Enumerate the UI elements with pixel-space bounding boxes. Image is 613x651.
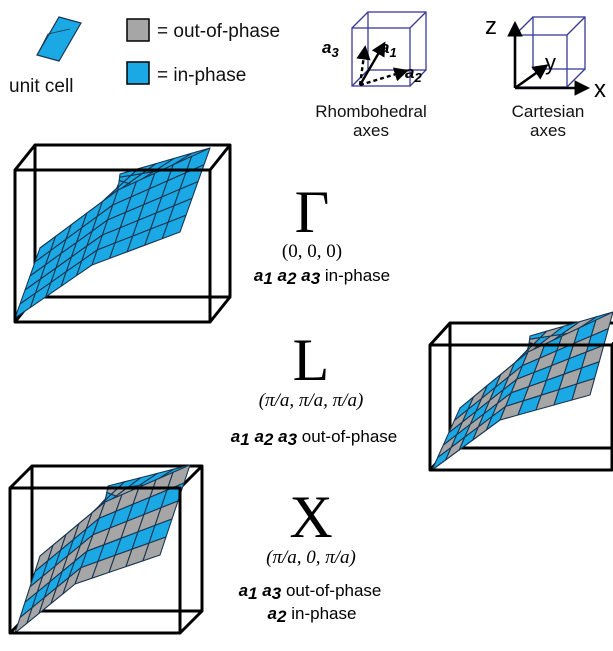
a1-vector [358,41,386,86]
lattice-frame-front [428,343,613,472]
L-phase-line: a1 a2 a3 out-of-phase [231,427,397,449]
lattice-cell [161,214,187,240]
lattice-frame-front [8,486,182,635]
panel-X-text: X (π/a, 0, π/a) a1 a3 out-of-phase a2 in… [239,484,382,626]
rhombohedral-caption-1: Rhombohedral [315,102,427,121]
panel-gamma-text: Γ (0, 0, 0) a1 a2 a3 in-phase [254,179,390,288]
out-of-phase-swatch [126,18,150,42]
X-phase-line-1: a1 a3 out-of-phase [239,581,382,603]
x-label: x [594,76,606,103]
lattice-cell [142,536,167,562]
panel-L-text: L (π/a, π/a, π/a) a1 a2 a3 out-of-phase [231,327,397,449]
lattice-front-face [431,351,529,471]
gamma-symbol: Γ [295,179,330,245]
gamma-phase-line: a1 a2 a3 in-phase [254,266,390,288]
L-symbol: L [293,327,330,393]
a1-label: a1 [380,38,397,60]
a2-label: a2 [405,63,422,85]
a2-vector [359,67,409,87]
lattice-side-face [499,311,613,421]
cartesian-caption-2: axes [530,121,566,140]
lattice-cell [571,377,596,401]
lattice-frame-back [13,143,232,323]
in-phase-swatch [126,61,150,85]
lattice-gamma [13,143,232,324]
lattice-X [8,464,204,635]
rhombohedral-caption-2: axes [353,121,389,140]
out-of-phase-label: = out-of-phase [157,21,280,42]
cartesian-axes: z y x Cartesian axes [485,13,606,140]
lattice-front-face [14,189,119,319]
y-label: y [545,50,556,75]
z-label: z [485,13,497,40]
a3-label: a3 [322,38,339,60]
lattice-frame-front [13,168,212,324]
gamma-coords: (0, 0, 0) [282,241,342,262]
L-coords: (π/a, π/a, π/a) [259,390,364,411]
lattice-L [428,311,613,472]
a3-vector [356,45,371,86]
cartesian-caption-1: Cartesian [512,102,585,121]
in-phase-label: = in-phase [157,65,246,86]
rhombohedral-axes: a1 a2 a3 Rhombohedral axes [315,11,427,140]
legend: unit cell = out-of-phase = in-phase [9,16,280,97]
lattice-cell [529,330,548,340]
X-coords: (π/a, 0, π/a) [266,547,356,568]
lattice-side-face [74,464,191,585]
unit-cell-label: unit cell [9,76,73,97]
X-phase-line-2: a2 in-phase [268,604,357,626]
X-symbol: X [289,484,332,550]
unit-cell-rhombus [36,16,82,62]
y-axis [514,64,549,90]
